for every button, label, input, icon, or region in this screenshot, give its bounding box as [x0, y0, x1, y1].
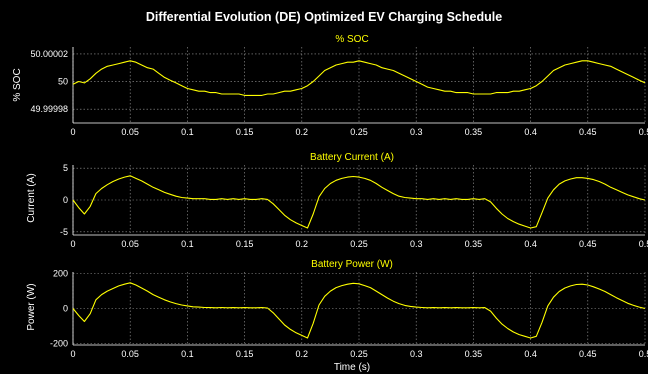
- power-panel-title: Battery Power (W): [311, 259, 393, 270]
- figure-title: Differential Evolution (DE) Optimized EV…: [146, 10, 502, 24]
- soc-panel-title: % SOC: [335, 34, 368, 45]
- soc-xtick-label: 0.25: [350, 127, 368, 137]
- current-panel: Battery Current (A) Current (A) 0 0.05 0.1…: [26, 152, 648, 249]
- soc-ytick-label: 50.00002: [30, 49, 68, 59]
- current-series-line: [72, 175, 646, 229]
- soc-xtick-label: 0.15: [236, 127, 254, 137]
- soc-ytick-label: 50: [58, 77, 68, 87]
- power-xtick-label: 0.35: [465, 349, 483, 359]
- power-ytick-label: 0: [63, 304, 68, 314]
- power-ytick-label: 200: [53, 269, 68, 279]
- current-xtick-label: 0.05: [121, 239, 139, 249]
- power-panel: Battery Power (W) Power (W) 0 0.05 0.1 0.15…: [26, 259, 648, 359]
- power-xtick-label: 0.45: [579, 349, 597, 359]
- power-xtick-label: 0.2: [296, 349, 309, 359]
- soc-xtick-label: 0.35: [465, 127, 483, 137]
- soc-xtick-label: 0.5: [639, 127, 648, 137]
- soc-ylabel: % SOC: [12, 68, 23, 101]
- current-ylabel: Current (A): [26, 173, 37, 222]
- power-xtick-label: 0.05: [121, 349, 139, 359]
- soc-panel: % SOC % SOC 0 0.05 0.1 0.15 0.2 0.25 0.3 0.35 0.…: [12, 34, 648, 137]
- soc-ytick-label: 49.99998: [30, 104, 68, 114]
- soc-xtick-label: 0.05: [121, 127, 139, 137]
- power-xtick-label: 0.5: [639, 349, 648, 359]
- x-axis-label: Time (s): [334, 362, 370, 373]
- current-xtick-label: 0.1: [181, 239, 194, 249]
- power-xtick-label: 0.25: [350, 349, 368, 359]
- power-xtick-label: 0.1: [181, 349, 194, 359]
- current-xtick-label: 0.5: [639, 239, 648, 249]
- soc-xtick-label: 0.45: [579, 127, 597, 137]
- current-xtick-label: 0.3: [410, 239, 423, 249]
- power-xtick-label: 0: [70, 349, 75, 359]
- soc-xtick-label: 0.3: [410, 127, 423, 137]
- power-ylabel: Power (W): [26, 283, 37, 330]
- current-ytick-label: 0: [63, 195, 68, 205]
- soc-xtick-label: 0.1: [181, 127, 194, 137]
- current-ytick-label: 5: [63, 163, 68, 173]
- soc-xtick-label: 0.2: [296, 127, 309, 137]
- current-xtick-label: 0.25: [350, 239, 368, 249]
- power-xtick-label: 0.4: [524, 349, 537, 359]
- current-xtick-label: 0.15: [236, 239, 254, 249]
- current-xtick-label: 0.4: [524, 239, 537, 249]
- current-xtick-label: 0.2: [296, 239, 309, 249]
- soc-series-line: [72, 60, 646, 96]
- power-xtick-label: 0.3: [410, 349, 423, 359]
- current-xtick-label: 0: [70, 239, 75, 249]
- current-panel-title: Battery Current (A): [310, 152, 394, 163]
- power-ytick-label: -200: [50, 338, 68, 348]
- power-xtick-label: 0.15: [236, 349, 254, 359]
- current-ytick-label: -5: [60, 227, 68, 237]
- power-series-line: [72, 282, 646, 339]
- soc-xtick-label: 0: [70, 127, 75, 137]
- current-xtick-label: 0.35: [465, 239, 483, 249]
- current-xtick-label: 0.45: [579, 239, 597, 249]
- soc-xtick-label: 0.4: [524, 127, 537, 137]
